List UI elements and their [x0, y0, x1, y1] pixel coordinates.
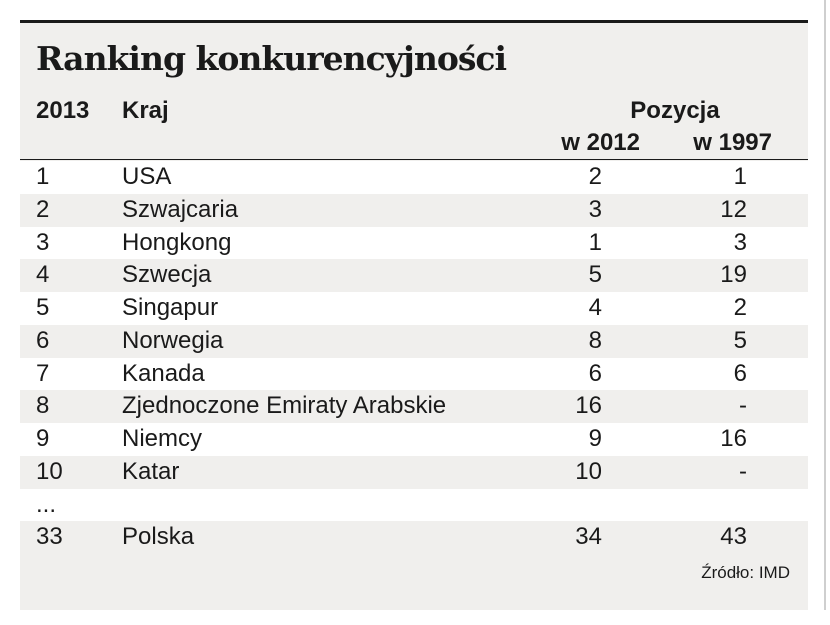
position-1997-cell: 2 [733, 294, 747, 321]
rank-cell: 10 [36, 457, 63, 485]
table-row: 5 Singapur 4 2 [20, 292, 808, 325]
table-row: 8 Zjednoczone Emiraty Arabskie 16 - [20, 390, 808, 423]
table-row: 4 Szwecja 5 19 [20, 259, 808, 292]
page-edge-line [824, 0, 826, 610]
position-1997-cell: 5 [733, 326, 747, 354]
rank-cell: 4 [36, 261, 50, 289]
country-cell: Szwajcaria [122, 195, 239, 223]
position-1997-cell: 3 [733, 228, 747, 256]
position-2012-cell: 8 [588, 326, 602, 354]
table-row: 7 Kanada 6 6 [20, 357, 808, 391]
table-row: 6 Norwegia 8 5 [20, 325, 808, 358]
rank-cell: 3 [36, 228, 50, 256]
table-row: 3 Hongkong 1 3 [20, 226, 808, 260]
source-note: Źródło: IMD [701, 563, 790, 582]
position-2012-cell: 16 [575, 392, 602, 420]
header-rank-2013: 2013 [36, 97, 90, 124]
table-row: ... [20, 488, 808, 522]
country-cell: Kanada [122, 359, 205, 387]
table-row: 1 USA 2 1 [20, 161, 808, 194]
position-1997-cell: - [739, 392, 747, 420]
header-position-group: Pozycja [630, 97, 720, 124]
rank-cell: 7 [36, 359, 50, 387]
table-body: 1 USA 2 1 2 Szwajcaria 3 12 3 Hongkong 1 3 4 Szwecja 5… [20, 161, 808, 554]
table-row: 10 Katar 10 - [20, 456, 808, 489]
country-cell: Singapur [122, 294, 219, 321]
position-1997-cell: - [739, 457, 747, 485]
header-divider [20, 159, 808, 160]
rank-cell: 1 [36, 163, 50, 190]
country-cell: Niemcy [122, 425, 203, 452]
rank-cell: 6 [36, 326, 50, 354]
rank-cell: 33 [36, 523, 63, 551]
position-2012-cell: 4 [588, 294, 602, 321]
position-2012-cell: 2 [588, 163, 602, 190]
position-2012-cell: 10 [575, 457, 602, 485]
position-2012-cell: 34 [575, 523, 602, 551]
position-1997-cell: 16 [720, 425, 747, 452]
country-cell: Norwegia [122, 326, 224, 354]
table-row: 2 Szwajcaria 3 12 [20, 194, 808, 227]
chart-title: Ranking konkurencyjności [36, 39, 507, 78]
position-1997-cell: 6 [733, 359, 747, 387]
table-row: 33 Polska 34 43 [20, 521, 808, 554]
position-1997-cell: 12 [720, 195, 747, 223]
position-2012-cell: 1 [588, 228, 602, 256]
header-position-1997: w 1997 [693, 129, 772, 156]
country-cell: Hongkong [122, 228, 232, 256]
rank-cell: 5 [36, 294, 50, 321]
position-1997-cell: 19 [720, 261, 747, 289]
position-2012-cell: 9 [588, 425, 602, 452]
country-cell: Katar [122, 457, 180, 485]
position-2012-cell: 3 [588, 195, 602, 223]
ranking-table-card: Ranking konkurencyjności 2013 Kraj Pozyc… [20, 20, 808, 610]
position-1997-cell: 1 [733, 163, 747, 190]
header-position-2012: w 2012 [561, 129, 640, 156]
position-2012-cell: 5 [588, 261, 602, 289]
rank-cell: 9 [36, 425, 50, 452]
rank-cell: 8 [36, 392, 50, 420]
position-2012-cell: 6 [588, 359, 602, 387]
rank-cell: 2 [36, 195, 50, 223]
header-country: Kraj [122, 97, 169, 124]
country-cell: Szwecja [122, 261, 212, 289]
position-1997-cell: 43 [720, 523, 747, 551]
table-row: 9 Niemcy 9 16 [20, 423, 808, 456]
country-cell: Zjednoczone Emiraty Arabskie [122, 392, 447, 420]
country-cell: Polska [122, 523, 195, 551]
country-cell: USA [122, 163, 172, 190]
rank-cell: ... [36, 490, 57, 518]
